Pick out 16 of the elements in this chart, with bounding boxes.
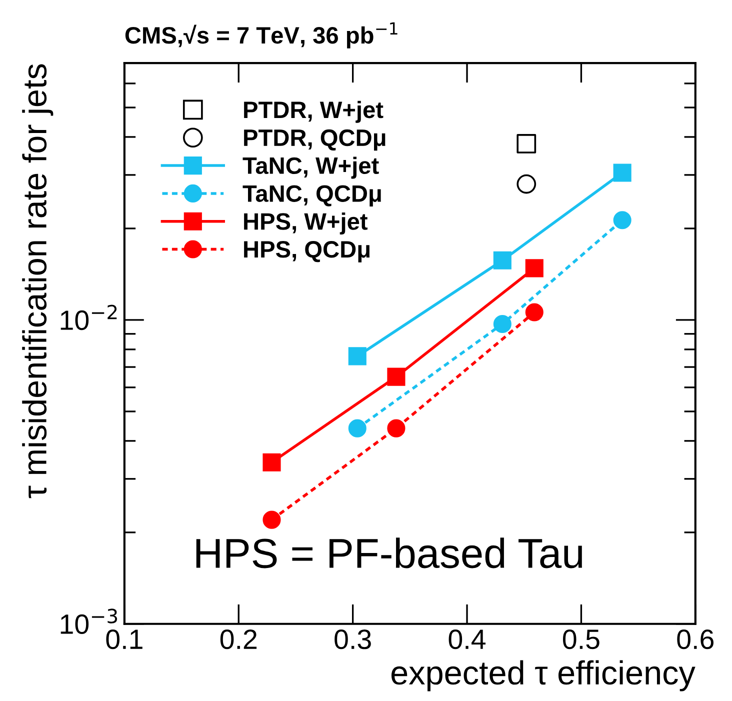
legend-label: TaNC, QCDμ — [242, 185, 381, 207]
legend-label: PTDR, W+jet — [244, 100, 384, 123]
chart-title: CMS,√s = 7 TeV, 36 pb$^{−1}$ — [125, 22, 398, 48]
x-tick-label: 0.2 — [220, 629, 257, 650]
annotation: HPS = PF-based Tau — [196, 538, 582, 568]
legend-label: HPS, W+jet — [244, 212, 368, 235]
x-tick-label: 0.6 — [677, 629, 714, 650]
x-tick-label: 0.4 — [448, 629, 486, 650]
legend-label: HPS, QCDμ — [244, 241, 370, 262]
x-tick-label: 0.5 — [562, 629, 600, 650]
x-axis-title: expected τ efficiency — [391, 660, 696, 692]
y-tick-label: 10$^{−2}$ — [60, 304, 117, 330]
x-tick-label: 0.3 — [334, 629, 371, 650]
legend-label: PTDR, QCDμ — [244, 129, 386, 151]
y-axis-title: τ misidentification rate for jets — [22, 64, 54, 498]
legend-label: TaNC, W+jet — [242, 156, 379, 179]
